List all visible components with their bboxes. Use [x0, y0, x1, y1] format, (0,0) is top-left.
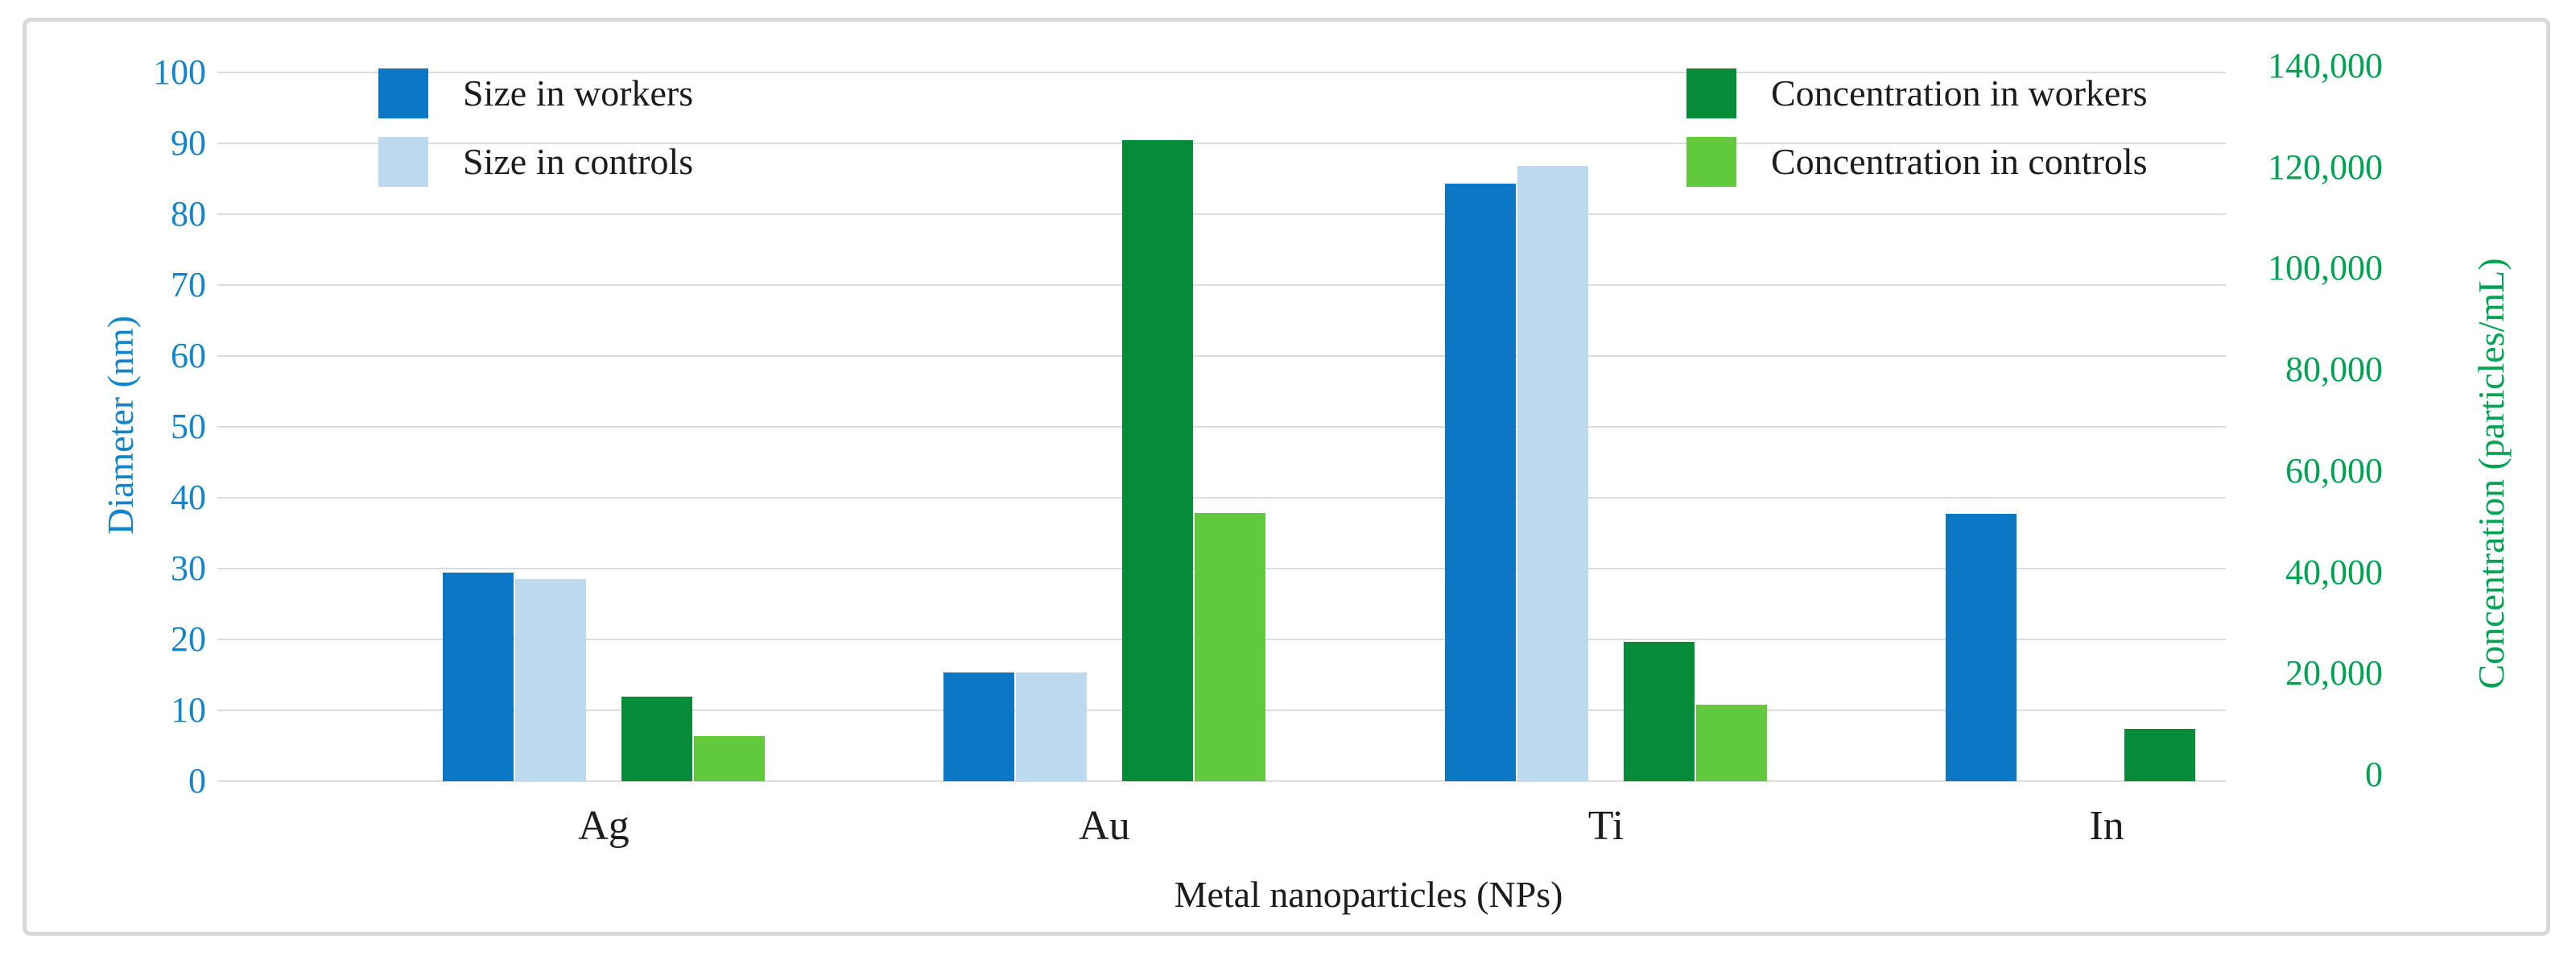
legend-label-size-controls: Size in controls	[463, 141, 694, 182]
left-axis-tick: 80	[171, 194, 206, 234]
right-axis-tick: 140,000	[2268, 46, 2383, 85]
left-axis-tick: 70	[171, 265, 206, 304]
right-axis-tick: 0	[2365, 755, 2383, 794]
bar-size-in-controls-ti	[1517, 166, 1588, 781]
x-axis-title: Metal nanoparticles (NPs)	[1174, 874, 1563, 915]
category-label: Au	[1079, 803, 1130, 849]
bar-size-in-controls-au	[1016, 672, 1087, 781]
gridline	[217, 497, 2226, 499]
bar-concentration-in-controls-ag	[694, 736, 765, 781]
category-label: In	[2089, 803, 2124, 849]
left-axis-title: Diameter (nm)	[100, 315, 141, 536]
bar-size-in-workers-in	[1946, 514, 2017, 781]
bar-concentration-in-workers-ag	[621, 697, 692, 781]
left-axis-tick: 90	[171, 123, 206, 163]
right-axis-tick: 20,000	[2285, 653, 2383, 693]
bar-size-in-workers-au	[943, 672, 1014, 781]
legend-label-size-workers: Size in workers	[463, 72, 694, 114]
bar-size-in-workers-ag	[443, 573, 514, 781]
bar-concentration-in-workers-au	[1122, 139, 1193, 781]
left-axis-tick: 0	[188, 761, 206, 801]
legend-swatch-size-controls	[378, 137, 428, 187]
left-axis-tick: 40	[171, 478, 206, 517]
left-axis-tick: 60	[171, 336, 206, 375]
bar-concentration-in-controls-au	[1195, 513, 1265, 781]
left-axis-tick: 100	[153, 52, 206, 92]
gridline	[217, 143, 2226, 144]
gridline	[217, 213, 2226, 215]
bar-size-in-workers-ti	[1445, 184, 1516, 781]
gridline	[217, 72, 2226, 73]
figure-border	[23, 18, 2550, 936]
left-axis-tick: 50	[171, 407, 206, 446]
right-axis-tick: 40,000	[2285, 552, 2383, 592]
bar-concentration-in-workers-ti	[1624, 642, 1695, 781]
right-axis-tick: 60,000	[2285, 450, 2383, 490]
legend-label-conc-controls: Concentration in controls	[1771, 141, 2148, 182]
gridline	[217, 780, 2226, 782]
bar-concentration-in-controls-ti	[1696, 705, 1767, 781]
gridline	[217, 426, 2226, 428]
gridline	[217, 284, 2226, 286]
legend-label-conc-workers: Concentration in workers	[1771, 72, 2148, 114]
right-axis-tick: 100,000	[2268, 248, 2383, 288]
right-axis-tick: 80,000	[2285, 350, 2383, 390]
category-label: Ti	[1587, 803, 1624, 849]
category-label: Ag	[578, 803, 630, 849]
left-axis-tick: 30	[171, 548, 206, 588]
right-axis-title: Concentration (particles/mL)	[2471, 258, 2512, 689]
left-axis-tick: 20	[171, 619, 206, 659]
bar-size-in-controls-ag	[515, 579, 586, 781]
legend-swatch-conc-workers	[1686, 68, 1736, 118]
legend-swatch-conc-controls	[1686, 137, 1736, 187]
gridline	[217, 355, 2226, 357]
left-axis-tick: 10	[171, 690, 206, 730]
right-axis-tick: 120,000	[2268, 147, 2383, 187]
bar-concentration-in-workers-in	[2124, 728, 2195, 781]
legend-swatch-size-workers	[378, 68, 428, 118]
